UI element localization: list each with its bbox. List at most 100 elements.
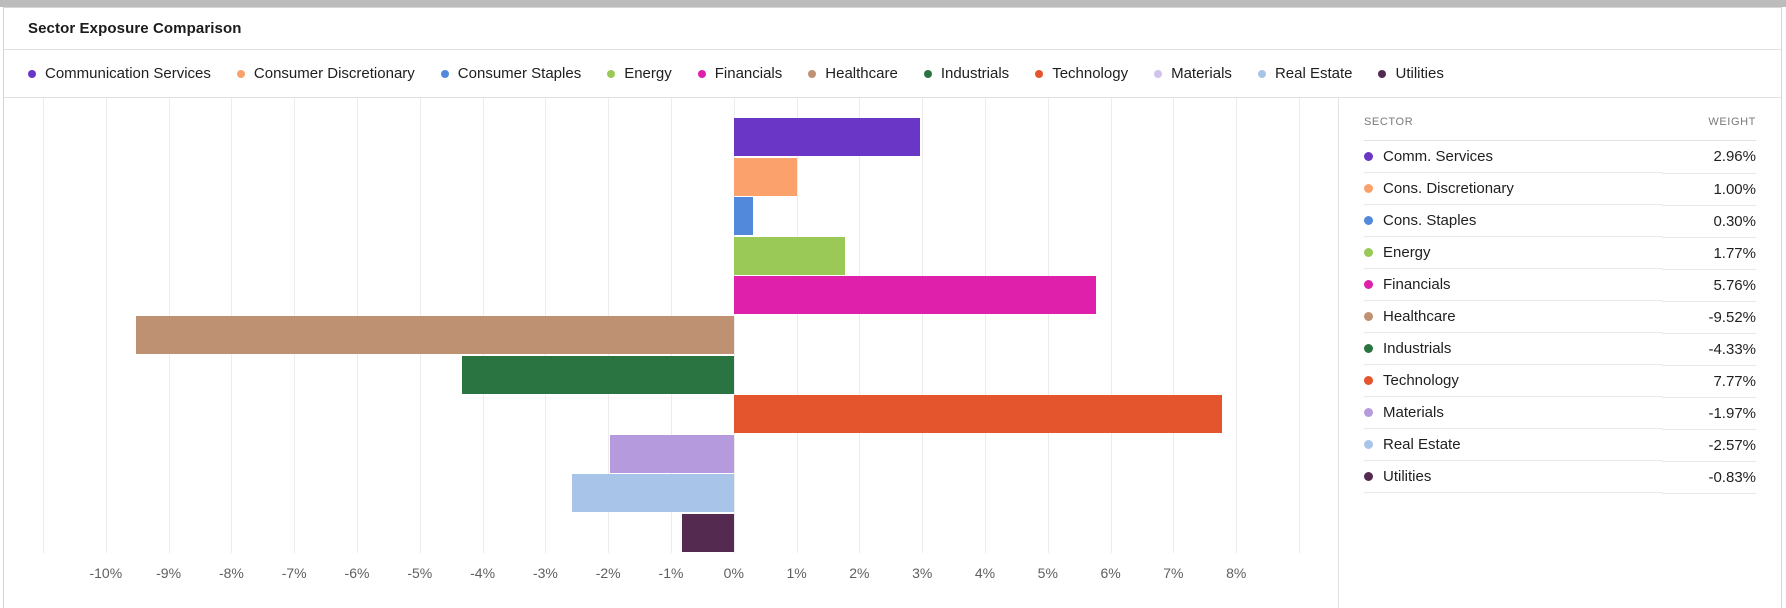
legend-dot-icon: [697, 69, 706, 78]
x-tick-label: 0%: [723, 565, 744, 581]
chart-bar-consumer-staples[interactable]: [733, 197, 753, 236]
x-tick-label: 7%: [1163, 565, 1184, 581]
content-row: -10% -9% -8% -7% -6% -5% -4% -3% -2% -1% 0% 1% 2% 3% 4…: [4, 98, 1781, 608]
x-tick-label: -7%: [281, 565, 307, 581]
legend-label: Technology: [1052, 65, 1129, 82]
legend-item-consumer-discretionary[interactable]: Consumer Discretionary: [236, 65, 415, 82]
legend-item-industrials[interactable]: Industrials: [923, 65, 1009, 82]
legend-item-materials[interactable]: Materials: [1154, 65, 1232, 82]
table-row: Cons. Staples 0.30%: [1364, 205, 1756, 238]
legend-label: Consumer Discretionary: [253, 65, 415, 82]
chart-bar-consumer-discretionary[interactable]: [733, 157, 797, 196]
gridline: [985, 98, 986, 553]
sector-weight: 1.77%: [1661, 237, 1756, 270]
gridline: [796, 98, 798, 553]
gridline: [1299, 98, 1300, 553]
chart-bar-materials[interactable]: [610, 434, 734, 473]
x-tick-label: -10%: [89, 565, 123, 581]
table-row: Utilities -0.83%: [1364, 461, 1756, 494]
chart-bar-communication-services[interactable]: [733, 118, 920, 156]
window-top-strip: [0, 0, 1786, 7]
legend-dot-icon: [1378, 69, 1387, 78]
legend-label: Utilities: [1395, 65, 1444, 82]
sector-weight: -9.52%: [1661, 301, 1756, 334]
chart-bar-healthcare[interactable]: [135, 316, 734, 354]
gridline: [733, 98, 735, 553]
sector-dot-icon: [1364, 344, 1373, 353]
sector-name: Cons. Discretionary: [1383, 180, 1514, 197]
chart-bar-utilities[interactable]: [681, 514, 734, 552]
x-tick-label: 6%: [1100, 565, 1121, 581]
table-header-row: SECTOR WEIGHT: [1364, 108, 1756, 141]
x-tick-label: -1%: [658, 565, 684, 581]
sector-weight: 0.30%: [1661, 205, 1756, 238]
table-row: Cons. Discretionary 1.00%: [1364, 173, 1756, 206]
legend-dot-icon: [440, 69, 449, 78]
sector-name: Financials: [1383, 276, 1451, 293]
chart-bar-technology[interactable]: [733, 395, 1222, 434]
table-row: Industrials -4.33%: [1364, 333, 1756, 366]
gridline: [43, 98, 44, 553]
gridline: [1236, 98, 1238, 553]
sector-dot-icon: [1364, 280, 1373, 289]
sector-dot-icon: [1364, 472, 1373, 481]
sector-weight: -1.97%: [1661, 397, 1756, 430]
legend-dot-icon: [923, 69, 932, 78]
legend-item-financials[interactable]: Financials: [697, 65, 783, 82]
x-tick-label: -3%: [532, 565, 558, 581]
legend-label: Healthcare: [825, 65, 898, 82]
legend-dot-icon: [236, 69, 245, 78]
page-title: Sector Exposure Comparison: [28, 20, 242, 37]
sector-name: Healthcare: [1383, 308, 1456, 325]
legend-item-energy[interactable]: Energy: [607, 65, 672, 82]
sector-dot-icon: [1364, 184, 1373, 193]
legend-item-healthcare[interactable]: Healthcare: [808, 65, 898, 82]
legend-item-technology[interactable]: Technology: [1035, 65, 1128, 82]
table-row: Healthcare -9.52%: [1364, 301, 1756, 334]
gridline: [859, 98, 861, 553]
sector-dot-icon: [1364, 152, 1373, 161]
sector-name: Utilities: [1383, 468, 1432, 485]
legend-dot-icon: [1035, 69, 1044, 78]
x-tick-label: 1%: [786, 565, 807, 581]
chart-area: -10% -9% -8% -7% -6% -5% -4% -3% -2% -1% 0% 1% 2% 3% 4…: [4, 98, 1338, 608]
chart-bar-financials[interactable]: [733, 276, 1096, 315]
table-row: Technology 7.77%: [1364, 365, 1756, 398]
sector-dot-icon: [1364, 216, 1373, 225]
sector-weight: -2.57%: [1661, 429, 1756, 462]
sector-weight: 1.00%: [1661, 173, 1756, 206]
table-row: Real Estate -2.57%: [1364, 429, 1756, 462]
sector-name: Real Estate: [1383, 436, 1461, 453]
sector-dot-icon: [1364, 440, 1373, 449]
sector-name: Energy: [1383, 244, 1431, 261]
chart-bar-energy[interactable]: [733, 236, 845, 275]
legend-label: Real Estate: [1274, 65, 1353, 82]
sector-weight: 7.77%: [1661, 365, 1756, 398]
column-header-sector: SECTOR: [1364, 108, 1662, 141]
x-tick-label: -6%: [344, 565, 370, 581]
x-tick-label: -2%: [595, 565, 621, 581]
legend-label: Communication Services: [45, 65, 211, 82]
legend-item-communication-services[interactable]: Communication Services: [28, 65, 211, 82]
sector-dot-icon: [1364, 312, 1373, 321]
chart-bar-industrials[interactable]: [461, 355, 734, 394]
legend-item-real-estate[interactable]: Real Estate: [1257, 65, 1353, 82]
weights-table-panel: SECTOR WEIGHT Comm. Services 2.96% Cons. D…: [1338, 98, 1781, 608]
x-tick-label: 2%: [849, 565, 870, 581]
sector-weight: 5.76%: [1661, 269, 1756, 302]
x-tick-label: 3%: [912, 565, 933, 581]
chart-bar-real-estate[interactable]: [572, 474, 734, 513]
sector-weight: -0.83%: [1661, 461, 1756, 494]
gridline: [1110, 98, 1112, 553]
legend-label: Financials: [714, 65, 783, 82]
sector-dot-icon: [1364, 376, 1373, 385]
legend-item-utilities[interactable]: Utilities: [1378, 65, 1444, 82]
sector-name: Comm. Services: [1383, 148, 1494, 165]
legend-dot-icon: [28, 69, 36, 78]
legend-dot-icon: [1257, 69, 1266, 78]
legend-label: Consumer Staples: [457, 65, 582, 82]
legend-item-consumer-staples[interactable]: Consumer Staples: [440, 65, 582, 82]
sector-dot-icon: [1364, 408, 1373, 417]
legend-label: Energy: [624, 65, 672, 82]
gridline: [1047, 98, 1049, 553]
